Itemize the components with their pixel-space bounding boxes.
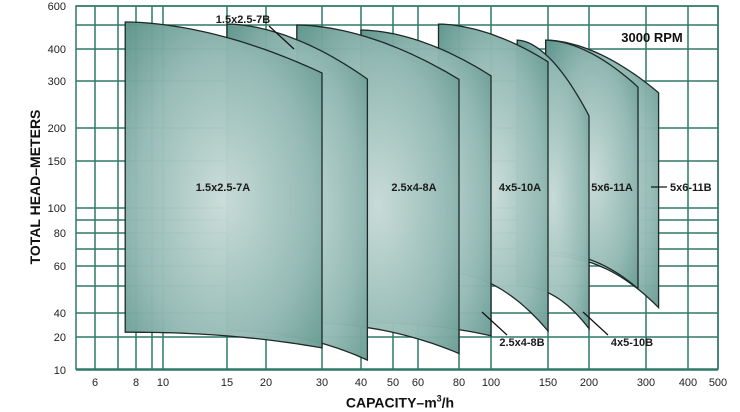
x-tick-label: 150 xyxy=(539,377,557,389)
label-1.5x2.5-7B: 1.5x2.5-7B xyxy=(216,14,270,26)
x-tick-label: 50 xyxy=(387,377,399,389)
x-axis-title: CAPACITY–m3/h xyxy=(346,394,454,411)
y-tick-label: 40 xyxy=(54,308,66,320)
x-tick-label: 30 xyxy=(316,377,328,389)
label-5x6-11A: 5x6-11A xyxy=(591,182,633,194)
pump-envelope-1.5x2.5-7A xyxy=(124,21,323,349)
y-tick-label: 60 xyxy=(54,261,66,273)
x-tick-label: 8 xyxy=(133,377,139,389)
x-tick-label: 80 xyxy=(453,377,465,389)
y-axis-title: TOTAL HEAD–METERS xyxy=(27,109,43,265)
label-2.5x4-8A: 2.5x4-8A xyxy=(391,182,436,194)
x-tick-label: 20 xyxy=(260,377,272,389)
y-tick-label: 600 xyxy=(48,1,66,13)
rpm-annotation: 3000 RPM xyxy=(621,30,682,45)
x-axis-title-sup: 3 xyxy=(436,393,442,404)
y-tick-label: 100 xyxy=(48,203,66,215)
x-tick-label: 200 xyxy=(580,377,598,389)
leader-1.5x2.5-7B xyxy=(268,25,295,50)
y-tick-label: 200 xyxy=(48,123,66,135)
x-tick-label: 10 xyxy=(157,377,169,389)
leader-2.5x4-8B xyxy=(481,311,508,336)
y-tick-label: 400 xyxy=(48,44,66,56)
x-tick-label: 400 xyxy=(679,377,697,389)
x-tick-label: 500 xyxy=(709,377,727,389)
label-4x5-10B: 4x5-10B xyxy=(611,337,653,349)
x-tick-label: 60 xyxy=(412,377,424,389)
label-5x6-11B: 5x6-11B xyxy=(670,182,712,194)
x-tick-label: 40 xyxy=(355,377,367,389)
label-1.5x2.5-7A: 1.5x2.5-7A xyxy=(196,182,250,194)
label-2.5x4-8B: 2.5x4-8B xyxy=(499,337,544,349)
plot-border xyxy=(75,5,719,370)
y-tick-label: 80 xyxy=(54,228,66,240)
x-tick-label: 300 xyxy=(637,377,655,389)
y-tick-label: 10 xyxy=(54,365,66,377)
x-tick-label: 6 xyxy=(92,377,98,389)
x-tick-label: 15 xyxy=(221,377,233,389)
x-tick-label: 100 xyxy=(482,377,500,389)
y-tick-label: 20 xyxy=(54,332,66,344)
y-tick-label: 150 xyxy=(48,156,66,168)
x-axis-title-suffix: /h xyxy=(441,394,455,411)
y-tick-label: 300 xyxy=(48,76,66,88)
label-4x5-10A: 4x5-10A xyxy=(499,182,541,194)
leader-4x5-10B xyxy=(582,311,609,336)
x-axis-title-text: CAPACITY–m xyxy=(345,394,437,411)
